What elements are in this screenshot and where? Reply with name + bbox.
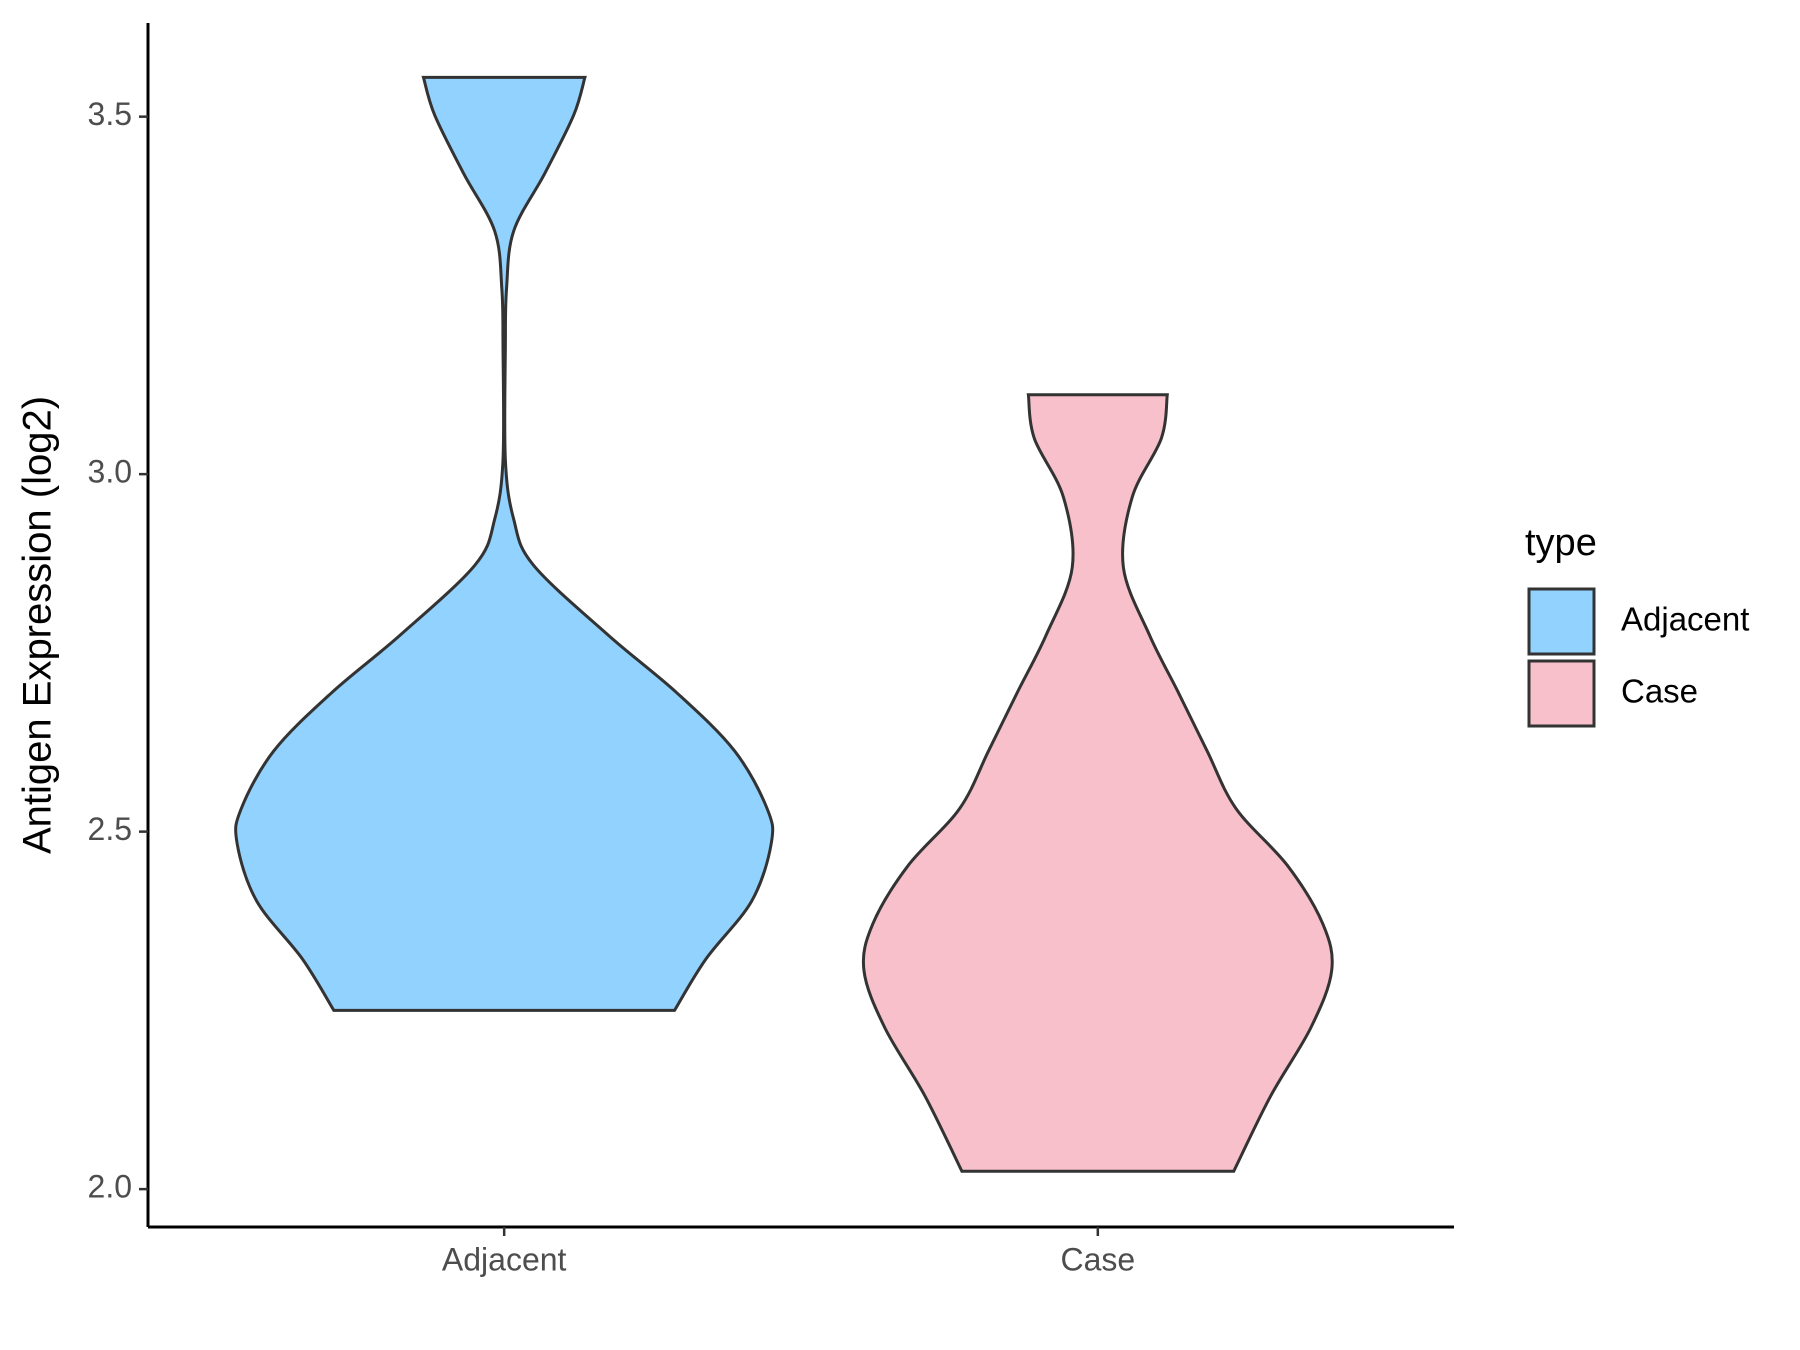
x-tick-label: Case [1060, 1241, 1135, 1277]
legend-title: type [1525, 522, 1597, 564]
legend-key [1527, 587, 1596, 656]
y-tick-label: 2.5 [88, 811, 132, 847]
violin [234, 75, 775, 1012]
x-tick-label: Adjacent [442, 1241, 567, 1277]
y-axis-title: Antigen Expression (log2) [16, 396, 60, 854]
y-tick-label: 2.0 [88, 1169, 132, 1205]
violin [861, 393, 1334, 1173]
legend-label: Case [1621, 673, 1698, 710]
legend-label: Adjacent [1621, 601, 1749, 638]
y-tick-label: 3.0 [88, 454, 132, 490]
legend-key [1527, 659, 1596, 728]
y-tick-label: 3.5 [88, 96, 132, 132]
